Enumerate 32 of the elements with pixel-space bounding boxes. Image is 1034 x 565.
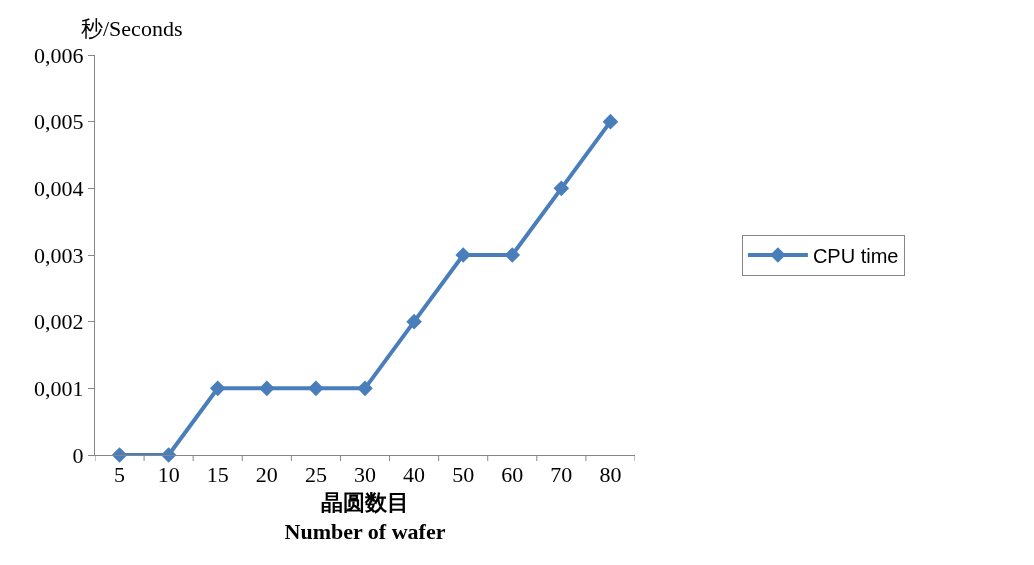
y-tick-label: 0,003 xyxy=(34,242,84,268)
y-tick-label: 0,005 xyxy=(34,109,84,135)
point xyxy=(602,113,619,130)
x-tick-label: 25 xyxy=(304,462,327,488)
x-tick-label: 40 xyxy=(403,462,426,488)
y-tick-label: 0,006 xyxy=(34,42,84,68)
x-tick-label: 20 xyxy=(255,462,278,488)
x-axis-title: 晶圆数目 Number of wafer xyxy=(284,490,446,544)
x-tick-label: 70 xyxy=(550,462,573,488)
y-axis-title: 秒/Seconds xyxy=(81,16,183,41)
x-tick-label: 30 xyxy=(354,462,376,488)
x-tick-label: 60 xyxy=(501,462,524,488)
y-tick-label: 0,002 xyxy=(34,309,84,335)
x-tick-label: 5 xyxy=(114,462,126,488)
legend-label: CPU time xyxy=(812,244,899,267)
point xyxy=(357,380,373,397)
x-tick-label: 50 xyxy=(452,462,475,488)
x-tick-label: 80 xyxy=(599,462,622,488)
point xyxy=(160,447,177,463)
point xyxy=(209,380,226,397)
point xyxy=(259,380,275,397)
point xyxy=(308,380,324,397)
point xyxy=(406,313,422,330)
x-tick-label: 15 xyxy=(206,462,229,488)
y-tick-label: 0 xyxy=(72,442,84,468)
point xyxy=(111,447,128,463)
y-tick-label: 0,004 xyxy=(34,176,84,202)
point xyxy=(504,247,521,263)
x-tick-label: 10 xyxy=(157,462,180,488)
y-tick-label: 0,001 xyxy=(34,376,84,402)
point xyxy=(553,180,570,197)
point xyxy=(455,247,471,263)
